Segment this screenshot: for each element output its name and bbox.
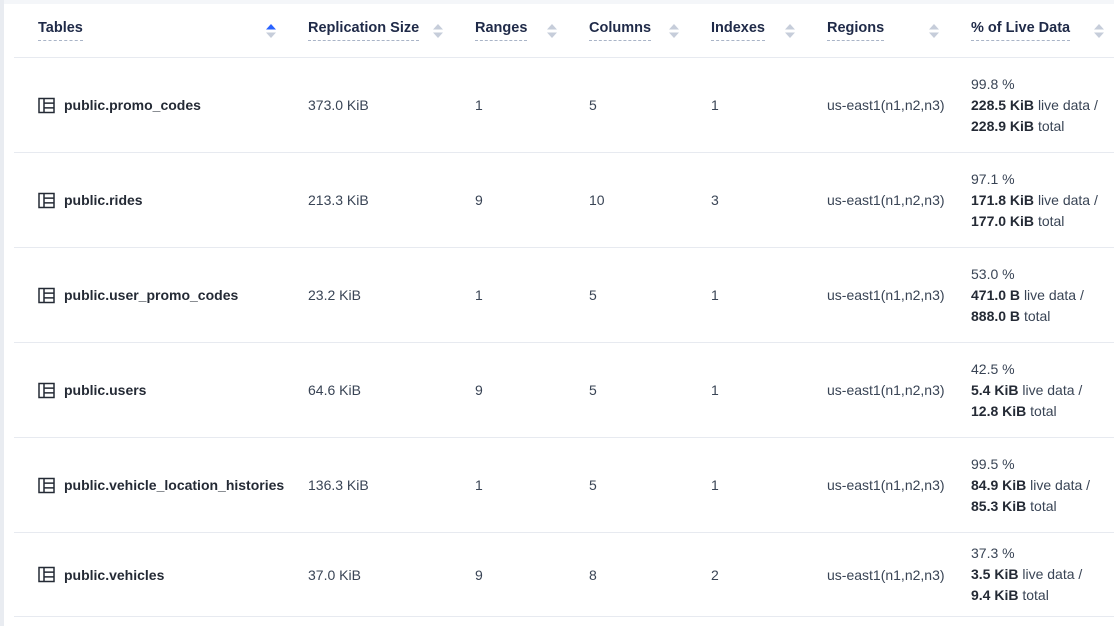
ranges-cell: 1 (475, 287, 483, 303)
column-header-ranges[interactable]: Ranges (453, 20, 567, 41)
sort-carets-icon[interactable] (433, 23, 443, 38)
replication-size-cell: 373.0 KiB (308, 97, 369, 113)
table-name-link[interactable]: public.rides (64, 192, 143, 208)
live-data-amount: 228.5 KiB live data / (971, 96, 1098, 113)
live-data-amount: 84.9 KiB live data / (971, 476, 1091, 493)
sort-carets-icon[interactable] (266, 23, 276, 38)
live-data-percent: 99.8 % (971, 75, 1015, 92)
total-data-amount: 228.9 KiB total (971, 117, 1065, 134)
table-name-link[interactable]: public.vehicle_location_histories (64, 477, 285, 493)
live-data-percent: 53.0 % (971, 265, 1015, 282)
column-header-label: Ranges (475, 20, 528, 41)
table-icon (38, 287, 55, 304)
column-header-live-data[interactable]: % of Live Data (949, 20, 1114, 41)
table-name-link[interactable]: public.promo_codes (64, 97, 201, 113)
column-header-label: % of Live Data (971, 20, 1071, 41)
column-header-label: Regions (827, 20, 885, 41)
sort-carets-icon[interactable] (669, 23, 679, 38)
column-header-label: Columns (589, 20, 652, 41)
live-data-cell: 53.0 % 471.0 B live data / 888.0 B total (949, 254, 1114, 337)
top-edge-strip (0, 0, 1114, 4)
replication-size-cell: 37.0 KiB (308, 566, 361, 583)
live-data-percent: 37.3 % (971, 545, 1015, 561)
column-header-label: Indexes (711, 20, 765, 41)
live-data-amount: 3.5 KiB live data / (971, 566, 1083, 582)
table-name-link[interactable]: public.user_promo_codes (64, 287, 239, 303)
table-row: public.users 64.6 KiB 9 5 1 us-east1(n1,… (14, 343, 1114, 438)
regions-cell: us-east1(n1,n2,n3) (827, 192, 945, 208)
live-data-amount: 5.4 KiB live data / (971, 381, 1083, 398)
indexes-cell: 1 (711, 477, 719, 493)
columns-cell: 8 (589, 566, 597, 583)
sort-carets-icon[interactable] (547, 23, 557, 38)
table-row: public.vehicles 37.0 KiB 9 8 2 us-east1(… (14, 533, 1114, 617)
indexes-cell: 1 (711, 287, 719, 303)
ranges-cell: 9 (475, 382, 483, 398)
ranges-cell: 1 (475, 477, 483, 493)
live-data-cell: 99.5 % 84.9 KiB live data / 85.3 KiB tot… (949, 444, 1114, 527)
sort-carets-icon[interactable] (785, 23, 795, 38)
indexes-cell: 1 (711, 97, 719, 113)
ranges-cell: 1 (475, 97, 483, 113)
live-data-amount: 171.8 KiB live data / (971, 191, 1098, 208)
table-row: public.promo_codes 373.0 KiB 1 5 1 us-ea… (14, 58, 1114, 153)
live-data-percent: 97.1 % (971, 170, 1015, 187)
ranges-cell: 9 (475, 566, 483, 583)
regions-cell: us-east1(n1,n2,n3) (827, 287, 945, 303)
total-data-amount: 12.8 KiB total (971, 402, 1057, 419)
replication-size-cell: 64.6 KiB (308, 382, 361, 398)
table-header-row: Tables Replication Size Ranges Columns I… (14, 4, 1114, 58)
columns-cell: 5 (589, 477, 597, 493)
column-header-tables[interactable]: Tables (14, 20, 286, 41)
total-data-amount: 9.4 KiB total (971, 587, 1049, 603)
column-header-regions[interactable]: Regions (805, 20, 949, 41)
table-name-link[interactable]: public.vehicles (64, 566, 165, 583)
column-header-indexes[interactable]: Indexes (689, 20, 805, 41)
regions-cell: us-east1(n1,n2,n3) (827, 477, 945, 493)
column-header-label: Tables (38, 20, 83, 41)
left-edge-strip (0, 0, 4, 626)
live-data-cell: 99.8 % 228.5 KiB live data / 228.9 KiB t… (949, 64, 1114, 147)
table-row: public.rides 213.3 KiB 9 10 3 us-east1(n… (14, 153, 1114, 248)
table-row: public.vehicle_location_histories 136.3 … (14, 438, 1114, 533)
replication-size-cell: 213.3 KiB (308, 192, 369, 208)
live-data-amount: 471.0 B live data / (971, 286, 1084, 303)
replication-size-cell: 136.3 KiB (308, 477, 369, 493)
table-icon (38, 192, 55, 209)
live-data-percent: 42.5 % (971, 360, 1015, 377)
live-data-percent: 99.5 % (971, 455, 1015, 472)
sort-carets-icon[interactable] (929, 23, 939, 38)
table-icon (38, 477, 55, 494)
table-row: public.user_promo_codes 23.2 KiB 1 5 1 u… (14, 248, 1114, 343)
table-icon (38, 382, 55, 399)
tables-list: Tables Replication Size Ranges Columns I… (14, 4, 1114, 617)
live-data-cell: 42.5 % 5.4 KiB live data / 12.8 KiB tota… (949, 349, 1114, 432)
table-icon (38, 97, 55, 114)
ranges-cell: 9 (475, 192, 483, 208)
column-header-label: Replication Size (308, 20, 420, 41)
columns-cell: 10 (589, 192, 605, 208)
table-icon (38, 566, 55, 583)
live-data-cell: 37.3 % 3.5 KiB live data / 9.4 KiB total (949, 533, 1114, 616)
sort-carets-icon[interactable] (1094, 23, 1104, 38)
columns-cell: 5 (589, 382, 597, 398)
columns-cell: 5 (589, 287, 597, 303)
regions-cell: us-east1(n1,n2,n3) (827, 382, 945, 398)
total-data-amount: 85.3 KiB total (971, 497, 1057, 514)
column-header-replication-size[interactable]: Replication Size (286, 20, 453, 41)
indexes-cell: 2 (711, 566, 719, 583)
total-data-amount: 177.0 KiB total (971, 212, 1065, 229)
replication-size-cell: 23.2 KiB (308, 287, 361, 303)
regions-cell: us-east1(n1,n2,n3) (827, 97, 945, 113)
indexes-cell: 3 (711, 192, 719, 208)
column-header-columns[interactable]: Columns (567, 20, 689, 41)
regions-cell: us-east1(n1,n2,n3) (827, 566, 945, 583)
table-name-link[interactable]: public.users (64, 382, 147, 398)
live-data-cell: 97.1 % 171.8 KiB live data / 177.0 KiB t… (949, 159, 1114, 242)
indexes-cell: 1 (711, 382, 719, 398)
columns-cell: 5 (589, 97, 597, 113)
total-data-amount: 888.0 B total (971, 307, 1051, 324)
